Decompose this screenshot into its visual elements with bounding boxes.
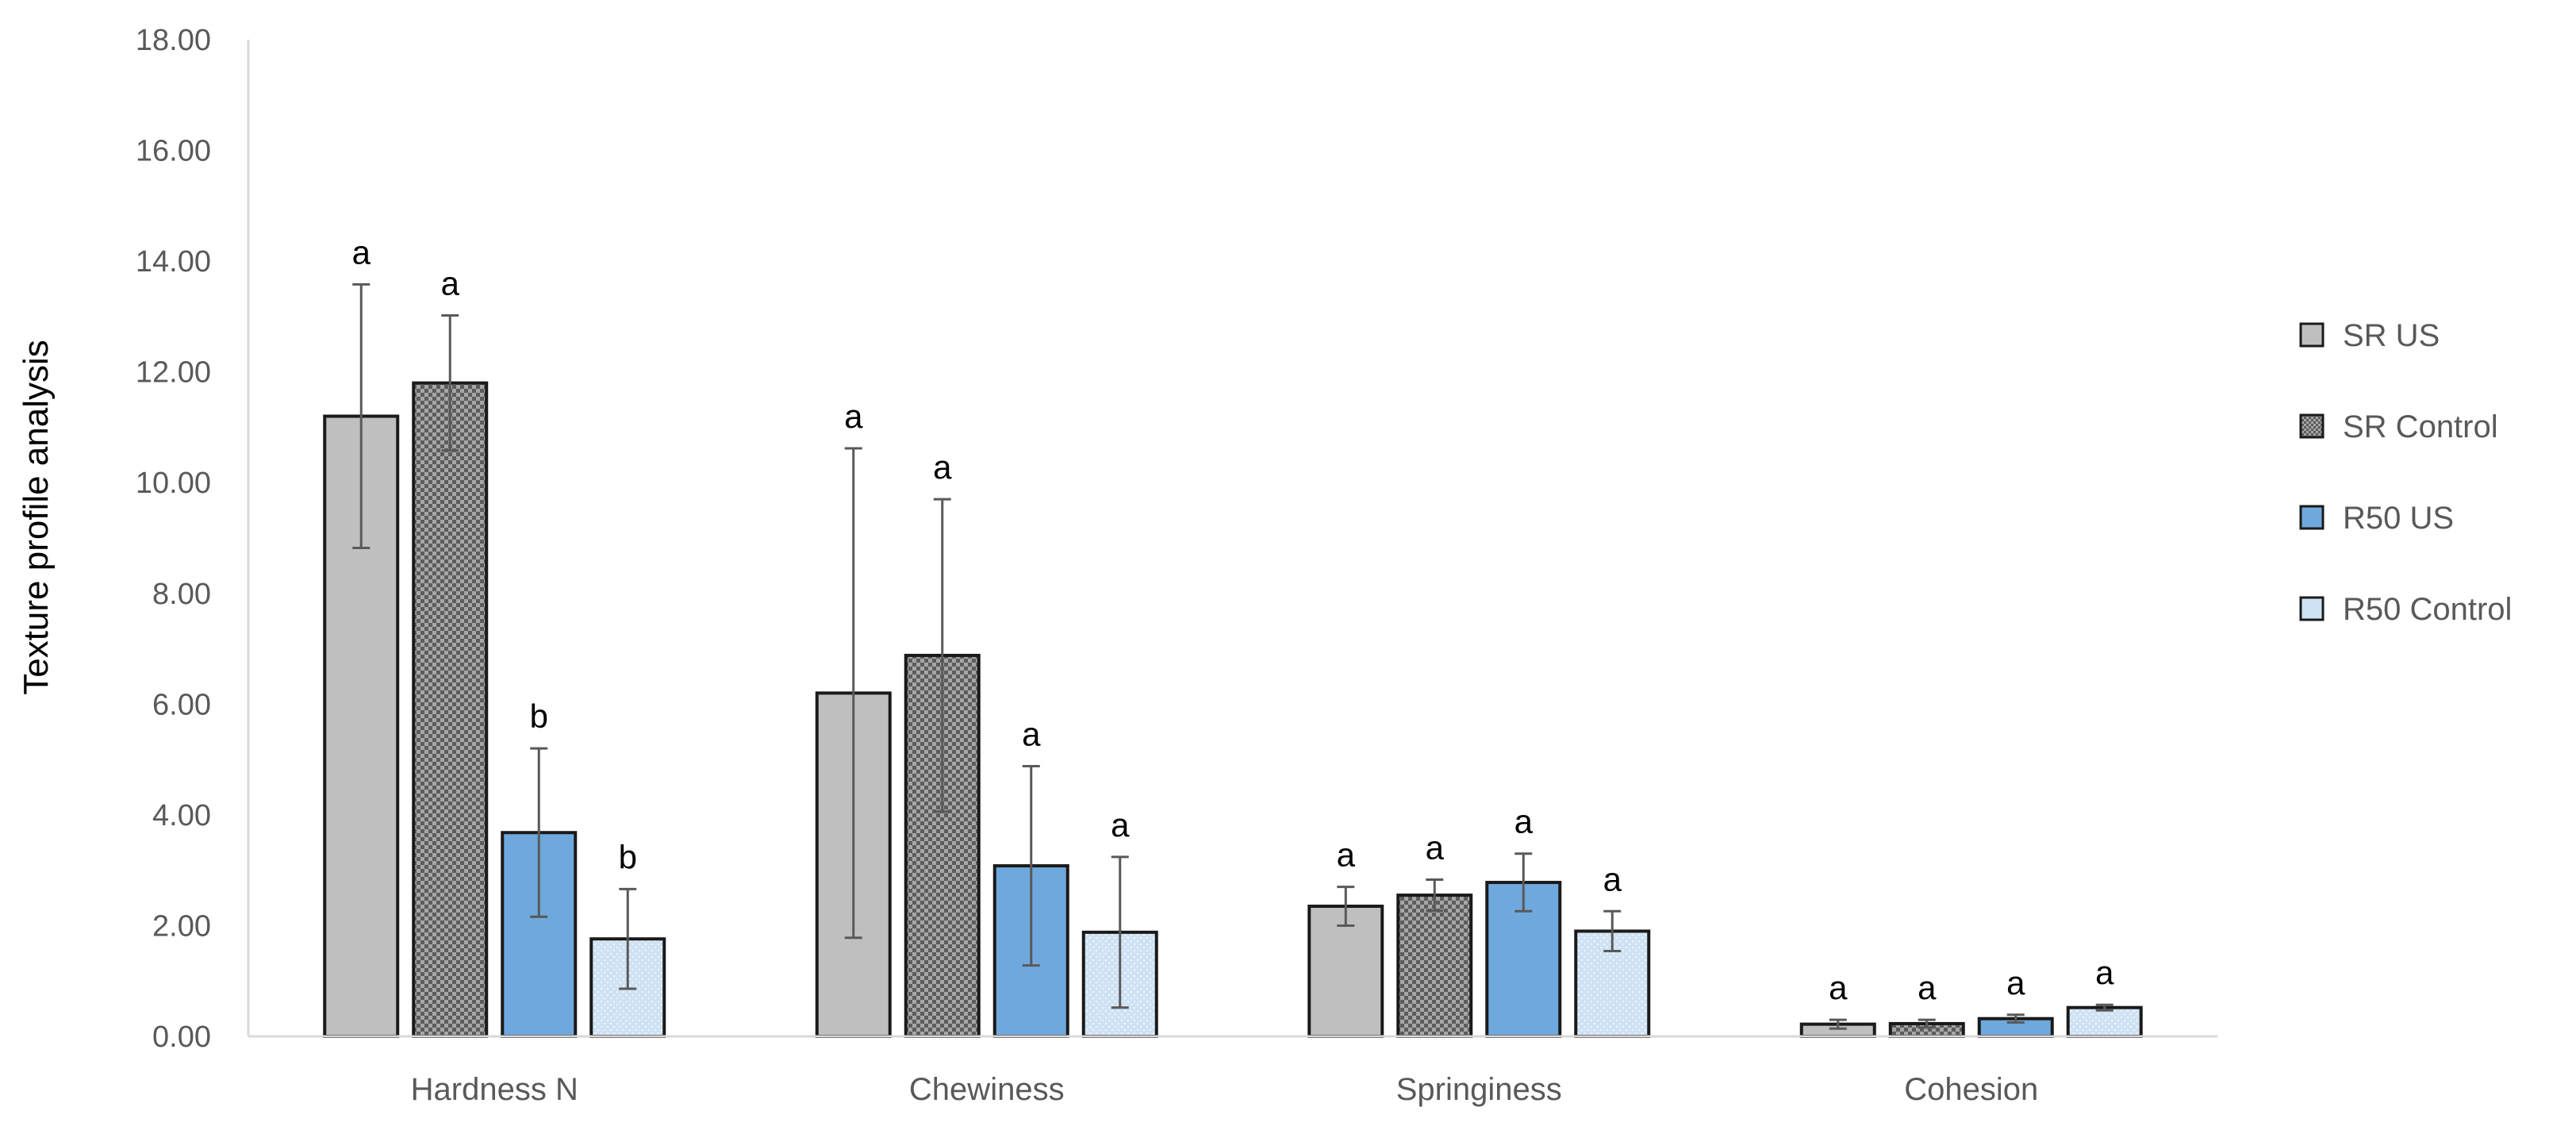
x-category-label: Chewiness [909, 1072, 1065, 1107]
significance-letter: a [844, 398, 863, 435]
significance-letter: a [1918, 969, 1937, 1006]
significance-letter: a [441, 264, 460, 302]
significance-letter: a [1515, 803, 1534, 840]
significance-letter: a [2095, 954, 2114, 991]
y-tick-label: 4.00 [152, 799, 211, 832]
significance-letter: b [619, 838, 637, 875]
significance-letter: a [1337, 836, 1356, 874]
significance-letter: b [530, 698, 548, 735]
y-tick-label: 18.00 [136, 24, 211, 57]
legend: SR US SR Control R50 US R50 Control [2299, 318, 2512, 627]
significance-letter: a [933, 448, 952, 486]
y-axis: 0.00 2.00 4.00 6.00 8.00 10.00 12.00 14.00 16.00… [136, 24, 250, 1054]
significance-letter: a [1111, 806, 1130, 844]
x-category-label: Cohesion [1904, 1072, 2038, 1107]
y-tick-label: 2.00 [152, 909, 211, 943]
y-tick-label: 8.00 [152, 578, 211, 611]
significance-letter: a [352, 233, 371, 271]
y-tick-label: 0.00 [152, 1020, 211, 1054]
legend-swatch [2299, 413, 2325, 439]
legend-swatch [2299, 505, 2325, 530]
y-tick-label: 10.00 [136, 467, 211, 500]
bar [412, 381, 489, 1039]
significance-letter: a [1829, 969, 1848, 1006]
x-category-label: Springiness [1396, 1072, 1562, 1107]
bar [1396, 894, 1473, 1038]
legend-label: R50 Control [2343, 592, 2512, 627]
significance-letter: a [1603, 860, 1622, 897]
bar-group: a a b b a a a a a a a a a a a a [323, 233, 2143, 1039]
y-axis-title: Texture profile analysis [17, 340, 56, 695]
significance-letter: a [1426, 829, 1445, 867]
legend-label: SR US [2343, 318, 2440, 353]
significance-letter: a [1022, 715, 1041, 752]
significance-letter: a [2006, 964, 2025, 1001]
legend-label: SR Control [2343, 409, 2498, 444]
bar [2066, 1005, 2143, 1039]
legend-swatch [2299, 596, 2325, 621]
y-tick-label: 16.00 [136, 135, 211, 168]
y-tick-label: 14.00 [136, 245, 211, 279]
legend-swatch [2299, 322, 2325, 348]
legend-label: R50 US [2343, 501, 2454, 536]
y-tick-label: 12.00 [136, 356, 211, 390]
x-category-label: Hardness N [411, 1072, 578, 1107]
y-tick-label: 6.00 [152, 688, 211, 721]
x-axis: Hardness N Chewiness Springiness Cohesion [248, 1035, 2217, 1107]
